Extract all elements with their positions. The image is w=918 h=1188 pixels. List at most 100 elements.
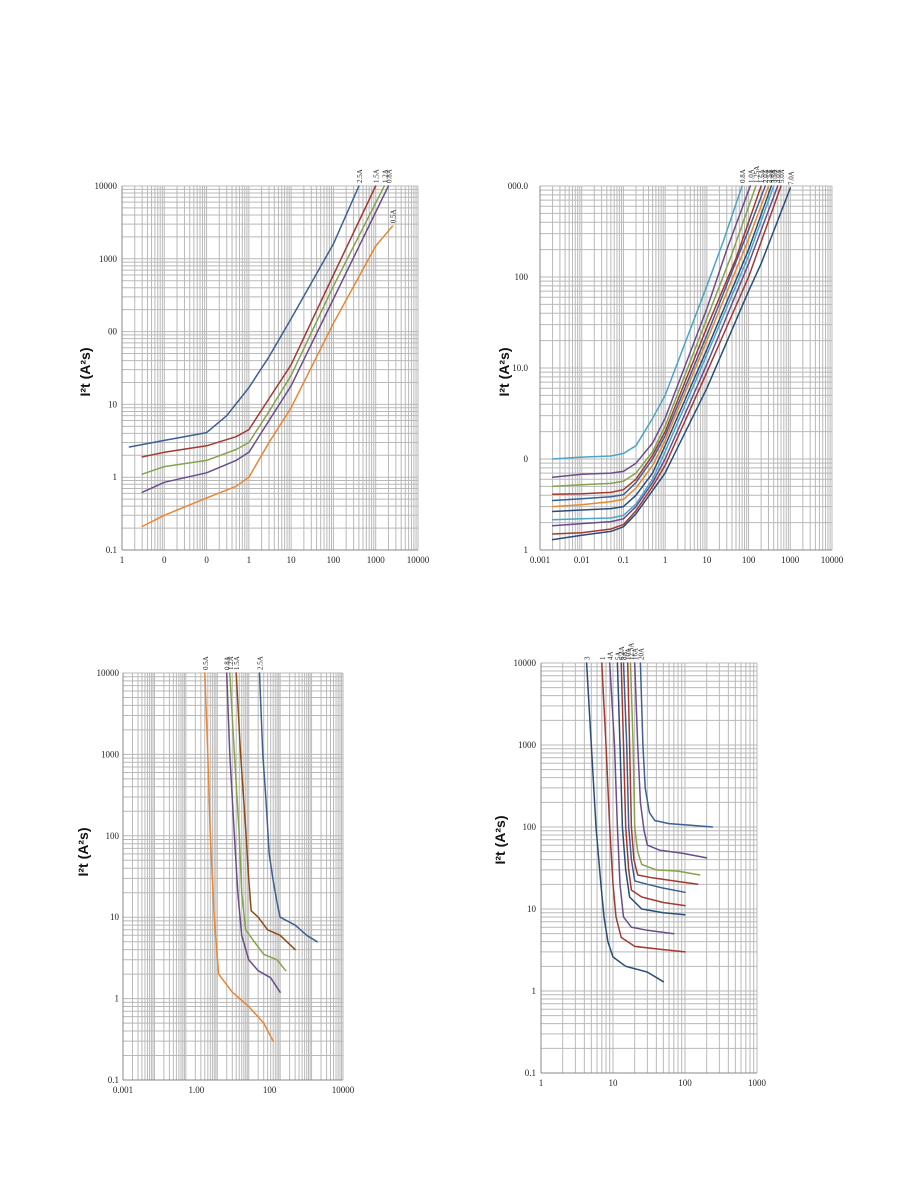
x-tick-label: 1000 <box>748 1078 767 1088</box>
series-label: 0.8A <box>385 169 393 183</box>
x-tick-label: 100 <box>327 555 341 565</box>
y-axis-title: I²t (A²s) <box>77 348 93 397</box>
x-tick-label: 0.001 <box>113 1085 133 1095</box>
y-tick-label: 0.1 <box>525 1068 536 1078</box>
x-tick-label: 0.01 <box>574 555 590 565</box>
series-label: 2.5A <box>356 169 364 183</box>
series-line-0.8A <box>225 672 281 993</box>
y-tick-label: 00 <box>108 327 118 337</box>
series-label: 20A <box>637 648 645 660</box>
y-tick-label: 0.1 <box>106 545 117 555</box>
series-label: 1.6A <box>758 169 766 183</box>
series-line-1.5A <box>235 672 296 951</box>
series-line-20A <box>639 662 714 828</box>
y-tick-label: 000.0 <box>508 181 529 191</box>
y-tick-label: 10000 <box>97 668 120 678</box>
series-label: 0.8A <box>224 656 232 670</box>
series-line-1.0A <box>551 185 752 479</box>
series-line-10A <box>626 662 699 886</box>
series-label: 5.0A <box>778 169 786 183</box>
y-tick-label: 100 <box>106 831 120 841</box>
y-tick-label: 0.1 <box>108 1075 119 1085</box>
x-tick-label: 100 <box>678 1078 692 1088</box>
series-line-3.5A <box>551 185 775 521</box>
x-tick-label: 1000 <box>781 555 800 565</box>
series-line-0.5A <box>141 225 394 528</box>
chart-3-grid <box>122 672 344 1081</box>
y-tick-label: 1 <box>113 472 118 482</box>
x-tick-label: 1 <box>663 555 668 565</box>
series-label: 10A <box>625 648 633 660</box>
x-tick-label: 10000 <box>821 555 844 565</box>
chart-2-grid <box>539 185 833 551</box>
series-label: 0.5A <box>390 209 398 223</box>
x-tick-label: 10 <box>702 555 712 565</box>
series-line-4.0A <box>551 185 779 527</box>
x-tick-label: 100 <box>742 555 756 565</box>
series-line-6.3A <box>620 662 686 907</box>
series-label: 4.0A <box>775 169 783 183</box>
series-label: 2.0A <box>762 169 770 183</box>
x-tick-label: 10000 <box>332 1085 355 1095</box>
y-tick-label: 10 <box>527 904 537 914</box>
series-line-1.25A <box>551 185 757 488</box>
series-label: 8A <box>621 651 629 660</box>
y-tick-label: 100 <box>515 272 529 282</box>
y-axis-title: I²t (A²s) <box>496 348 512 397</box>
x-tick-label: 0 <box>162 555 167 565</box>
series-line-1.2A <box>141 185 386 475</box>
y-tick-label: 10 <box>108 399 118 409</box>
series-label: 6.3A <box>618 646 626 660</box>
series-line-0.8A <box>551 185 743 460</box>
series-label: 3.0A <box>768 169 776 183</box>
series-label: 1.2A <box>227 656 235 670</box>
y-tick-label: 0 <box>524 454 529 464</box>
series-label: 1.5A <box>373 169 381 183</box>
series-label: 1 <box>599 656 607 660</box>
series-label: 3 <box>584 656 592 660</box>
x-tick-label: 10 <box>609 1078 619 1088</box>
y-tick-label: 1 <box>115 994 120 1004</box>
series-line-16A <box>633 662 708 859</box>
series-line-1.2A <box>229 672 287 972</box>
x-tick-label: 1.00 <box>188 1085 204 1095</box>
series-line-2.5A <box>551 185 770 508</box>
series-label: 1.2A <box>381 169 389 183</box>
y-tick-label: 10.0 <box>512 363 528 373</box>
y-tick-label: 1000 <box>518 740 537 750</box>
y-tick-label: 100 <box>523 822 537 832</box>
y-tick-label: 10000 <box>514 658 537 668</box>
series-label: 2.5A <box>765 169 773 183</box>
series-line-0.8A <box>141 185 390 494</box>
series-label: 0.8A <box>739 169 747 183</box>
chart-1-grid <box>121 185 419 551</box>
series-label: 2.5A <box>256 656 264 670</box>
x-tick-label: 1 <box>120 555 125 565</box>
y-tick-label: 1 <box>532 986 537 996</box>
y-tick-label: 1 <box>524 545 529 555</box>
y-tick-label: 10 <box>110 912 120 922</box>
series-line-5.0A <box>551 185 782 535</box>
x-tick-label: 1 <box>247 555 252 565</box>
x-tick-label: 1000 <box>367 555 386 565</box>
series-line-2.5A <box>258 672 318 943</box>
series-label: 4A <box>607 651 615 660</box>
series-line-3.0A <box>551 185 773 513</box>
series-line-2.5A <box>128 185 360 448</box>
x-tick-label: 0 <box>204 555 209 565</box>
x-tick-label: 10 <box>287 555 297 565</box>
series-line-2.0A <box>551 185 766 502</box>
chart-3: 10000 1000 100 10 1 0.10.001 1.00 100 10000 I²t (… <box>75 656 355 1095</box>
series-label: 0.5A <box>202 656 210 670</box>
series-label: 12.5A <box>627 643 635 660</box>
series-line-3 <box>585 662 665 983</box>
series-label: 1.5A <box>233 656 241 670</box>
series-line-4A <box>608 662 675 935</box>
series-line-12.5A <box>629 662 701 876</box>
series-line-8A <box>622 662 686 894</box>
y-tick-label: 1000 <box>99 254 118 264</box>
x-tick-label: 0.1 <box>618 555 629 565</box>
chart-4-grid <box>540 662 758 1074</box>
